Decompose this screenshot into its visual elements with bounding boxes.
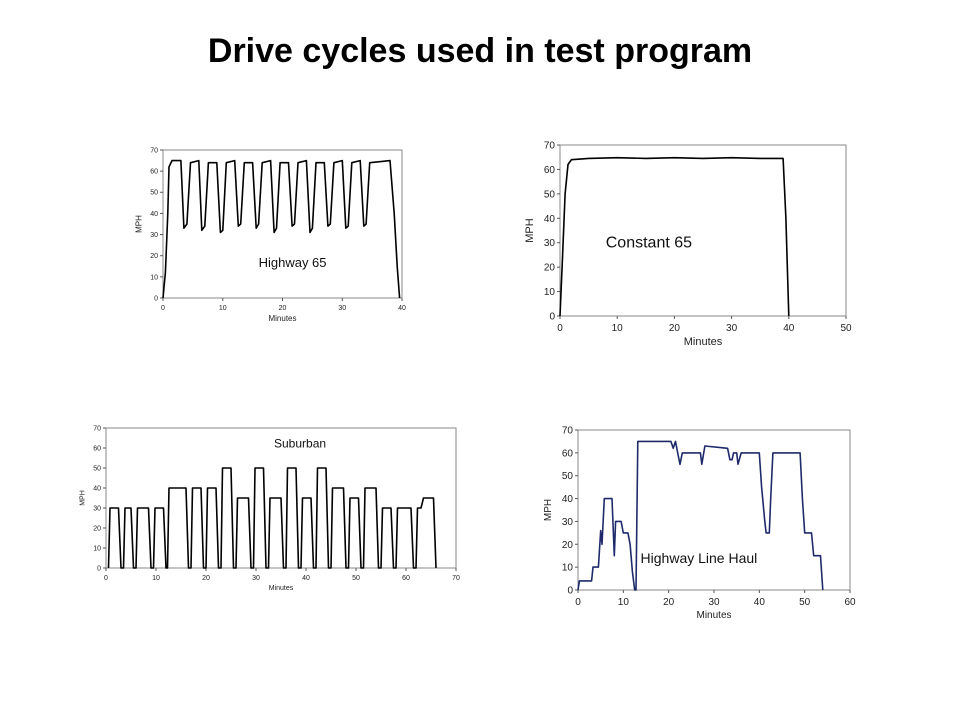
x-axis-label: Minutes xyxy=(269,585,294,592)
y-tick-label: 10 xyxy=(93,545,101,552)
x-tick-label: 0 xyxy=(575,597,581,608)
x-tick-label: 50 xyxy=(840,323,852,334)
y-tick-label: 10 xyxy=(150,274,158,281)
y-tick-label: 30 xyxy=(544,238,556,249)
series-line xyxy=(559,156,790,317)
x-tick-label: 10 xyxy=(219,305,227,312)
x-tick-label: 60 xyxy=(402,575,410,582)
x-tick-label: 20 xyxy=(202,575,210,582)
x-tick-label: 0 xyxy=(161,305,165,312)
y-tick-label: 10 xyxy=(544,287,556,298)
y-tick-label: 0 xyxy=(154,295,158,302)
plot-area xyxy=(105,427,457,569)
x-tick-label: 40 xyxy=(754,597,766,608)
chart-annotation: Suburban xyxy=(274,437,326,451)
y-tick-label: 20 xyxy=(150,253,158,260)
x-tick-label: 30 xyxy=(708,597,720,608)
y-tick-label: 50 xyxy=(562,471,574,482)
y-tick-label: 30 xyxy=(562,517,574,528)
x-tick-label: 30 xyxy=(338,305,346,312)
y-tick-label: 20 xyxy=(544,263,556,274)
x-tick-label: 20 xyxy=(663,597,675,608)
plot-area xyxy=(559,144,847,317)
y-tick-label: 50 xyxy=(150,190,158,197)
plot-area xyxy=(577,429,851,591)
x-tick-label: 10 xyxy=(618,597,630,608)
y-tick-label: 60 xyxy=(562,448,574,459)
x-axis-label: Minutes xyxy=(684,336,723,348)
x-tick-label: 30 xyxy=(726,323,738,334)
y-tick-label: 40 xyxy=(93,485,101,492)
series-line xyxy=(162,159,401,299)
x-tick-label: 70 xyxy=(452,575,460,582)
x-tick-label: 10 xyxy=(152,575,160,582)
y-tick-label: 10 xyxy=(562,563,574,574)
chart-annotation: Highway Line Haul xyxy=(641,550,758,566)
y-tick-label: 70 xyxy=(150,147,158,154)
y-tick-label: 20 xyxy=(562,540,574,551)
x-tick-label: 10 xyxy=(612,323,624,334)
x-tick-label: 40 xyxy=(302,575,310,582)
x-tick-label: 50 xyxy=(352,575,360,582)
y-tick-label: 50 xyxy=(544,189,556,200)
x-tick-label: 0 xyxy=(104,575,108,582)
y-tick-label: 70 xyxy=(544,141,556,152)
y-tick-label: 40 xyxy=(562,494,574,505)
series-line xyxy=(107,467,437,569)
y-axis-label: MPH xyxy=(543,499,554,521)
y-tick-label: 0 xyxy=(97,565,101,572)
y-tick-label: 0 xyxy=(567,586,573,597)
x-tick-label: 20 xyxy=(669,323,681,334)
y-tick-label: 40 xyxy=(544,214,556,225)
chart-annotation: Highway 65 xyxy=(259,255,327,270)
y-axis-label: MPH xyxy=(134,215,143,233)
x-tick-label: 50 xyxy=(799,597,811,608)
x-tick-label: 40 xyxy=(783,323,795,334)
y-axis-label: MPH xyxy=(79,490,86,506)
y-tick-label: 60 xyxy=(150,169,158,176)
y-tick-label: 60 xyxy=(544,165,556,176)
x-axis-label: Minutes xyxy=(268,314,296,323)
y-tick-label: 50 xyxy=(93,465,101,472)
series-line xyxy=(577,440,824,591)
y-tick-label: 30 xyxy=(93,505,101,512)
y-tick-label: 30 xyxy=(150,232,158,239)
y-tick-label: 60 xyxy=(93,445,101,452)
y-tick-label: 20 xyxy=(93,525,101,532)
y-tick-label: 0 xyxy=(549,312,555,323)
slide-title: Drive cycles used in test program xyxy=(207,32,753,70)
y-axis-label: MPH xyxy=(524,218,536,243)
x-tick-label: 40 xyxy=(398,305,406,312)
chart-annotation: Constant 65 xyxy=(606,235,692,252)
y-tick-label: 40 xyxy=(150,211,158,218)
x-tick-label: 30 xyxy=(252,575,260,582)
y-tick-label: 70 xyxy=(93,425,101,432)
y-tick-label: 70 xyxy=(562,426,574,437)
x-tick-label: 60 xyxy=(844,597,856,608)
x-tick-label: 20 xyxy=(279,305,287,312)
x-axis-label: Minutes xyxy=(696,610,731,621)
plot-area xyxy=(162,149,403,299)
x-tick-label: 0 xyxy=(557,323,563,334)
